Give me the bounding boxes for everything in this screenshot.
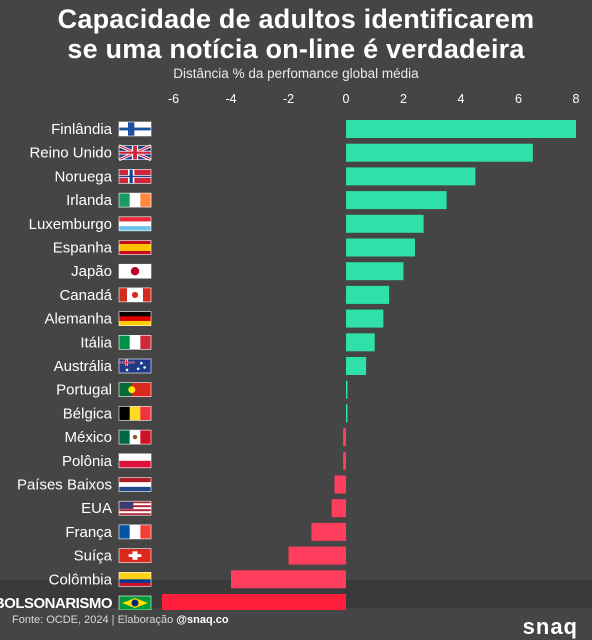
category-label: Colômbia bbox=[49, 571, 113, 588]
bar bbox=[346, 309, 384, 328]
bar bbox=[311, 522, 346, 541]
category-label: Espanha bbox=[53, 240, 113, 257]
poland-flag-icon bbox=[118, 453, 152, 469]
x-tick-label: -6 bbox=[168, 92, 179, 106]
bar bbox=[346, 357, 367, 375]
highlight-category-label: BOLSONARISMO bbox=[0, 595, 113, 610]
uk-flag-icon bbox=[118, 144, 152, 162]
category-label: Polônia bbox=[62, 453, 113, 470]
luxembourg-flag-icon bbox=[118, 216, 152, 232]
bar bbox=[346, 143, 533, 162]
finland-flag-icon bbox=[118, 121, 152, 137]
bar bbox=[346, 238, 415, 257]
brazil-flag-icon bbox=[118, 595, 152, 610]
category-label: Canadá bbox=[59, 287, 112, 304]
category-label: Países Baixos bbox=[17, 477, 112, 494]
category-label: Suíça bbox=[74, 548, 113, 565]
bar bbox=[343, 428, 346, 447]
brand-logo: snaq bbox=[522, 614, 578, 639]
title-line-2: se uma notícia on-line é verdadeira bbox=[67, 34, 525, 64]
norway-flag-icon bbox=[118, 169, 152, 184]
source-note: Fonte: OCDE, 2024 | Elaboração @snaq.co bbox=[12, 614, 229, 626]
category-label: Alemanha bbox=[44, 311, 112, 328]
netherlands-flag-icon bbox=[118, 477, 152, 492]
bar bbox=[331, 499, 346, 518]
category-label: Reino Unido bbox=[29, 145, 112, 162]
category-label: Noruega bbox=[54, 168, 112, 185]
category-label: EUA bbox=[81, 500, 112, 517]
title-line-1: Capacidade de adultos identificarem bbox=[57, 4, 535, 34]
bar bbox=[346, 167, 476, 186]
australia-flag-icon bbox=[118, 358, 152, 374]
switzerland-flag-icon bbox=[118, 548, 152, 563]
highlight-bar bbox=[162, 594, 346, 610]
spain-flag-icon bbox=[118, 240, 152, 255]
category-label: Austrália bbox=[54, 358, 113, 375]
x-tick-label: -2 bbox=[283, 92, 294, 106]
source-handle: @snaq.co bbox=[176, 614, 229, 626]
bar bbox=[346, 333, 375, 352]
chart-title: Capacidade de adultos identificarem se u… bbox=[0, 4, 592, 64]
chart-subtitle: Distância % da perfomance global média bbox=[173, 66, 419, 81]
mexico-flag-icon bbox=[118, 429, 152, 445]
bar bbox=[346, 380, 348, 399]
x-tick-label: 2 bbox=[400, 92, 407, 106]
category-label: Portugal bbox=[56, 382, 112, 399]
bar bbox=[334, 475, 346, 494]
usa-flag-icon bbox=[118, 500, 152, 516]
bar bbox=[288, 546, 346, 565]
bar bbox=[346, 285, 390, 304]
x-tick-label: -4 bbox=[225, 92, 236, 106]
x-tick-label: 8 bbox=[573, 92, 580, 106]
category-label: Finlândia bbox=[51, 121, 113, 138]
x-tick-label: 4 bbox=[458, 92, 465, 106]
bar bbox=[346, 404, 348, 423]
bar bbox=[346, 191, 447, 210]
bar bbox=[346, 214, 424, 233]
japan-flag-icon bbox=[118, 263, 152, 279]
ireland-flag-icon bbox=[118, 192, 152, 208]
category-label: França bbox=[65, 524, 112, 541]
germany-flag-icon bbox=[118, 311, 152, 326]
portugal-flag-icon bbox=[118, 382, 152, 398]
category-label: Itália bbox=[80, 334, 112, 351]
source-text: Fonte: OCDE, 2024 | Elaboração bbox=[12, 614, 174, 626]
colombia-flag-icon bbox=[118, 571, 152, 587]
belgium-flag-icon bbox=[118, 406, 152, 421]
bar-chart: -6 -4 -2 0 2 4 6 8 Finlândia Reino Unido Noruega Ir… bbox=[0, 92, 580, 610]
category-label: Bélgica bbox=[63, 405, 113, 422]
bar bbox=[346, 262, 404, 281]
bar bbox=[346, 120, 576, 138]
x-tick-label: 0 bbox=[343, 92, 350, 106]
france-flag-icon bbox=[118, 524, 152, 540]
category-label: México bbox=[64, 429, 112, 446]
canada-flag-icon bbox=[118, 287, 152, 303]
x-tick-label: 6 bbox=[515, 92, 522, 106]
bar bbox=[343, 451, 346, 470]
category-label: Luxemburgo bbox=[29, 216, 112, 233]
category-label: Japão bbox=[71, 263, 112, 280]
italy-flag-icon bbox=[118, 334, 152, 350]
category-label: Irlanda bbox=[66, 192, 113, 209]
bar bbox=[231, 570, 346, 589]
